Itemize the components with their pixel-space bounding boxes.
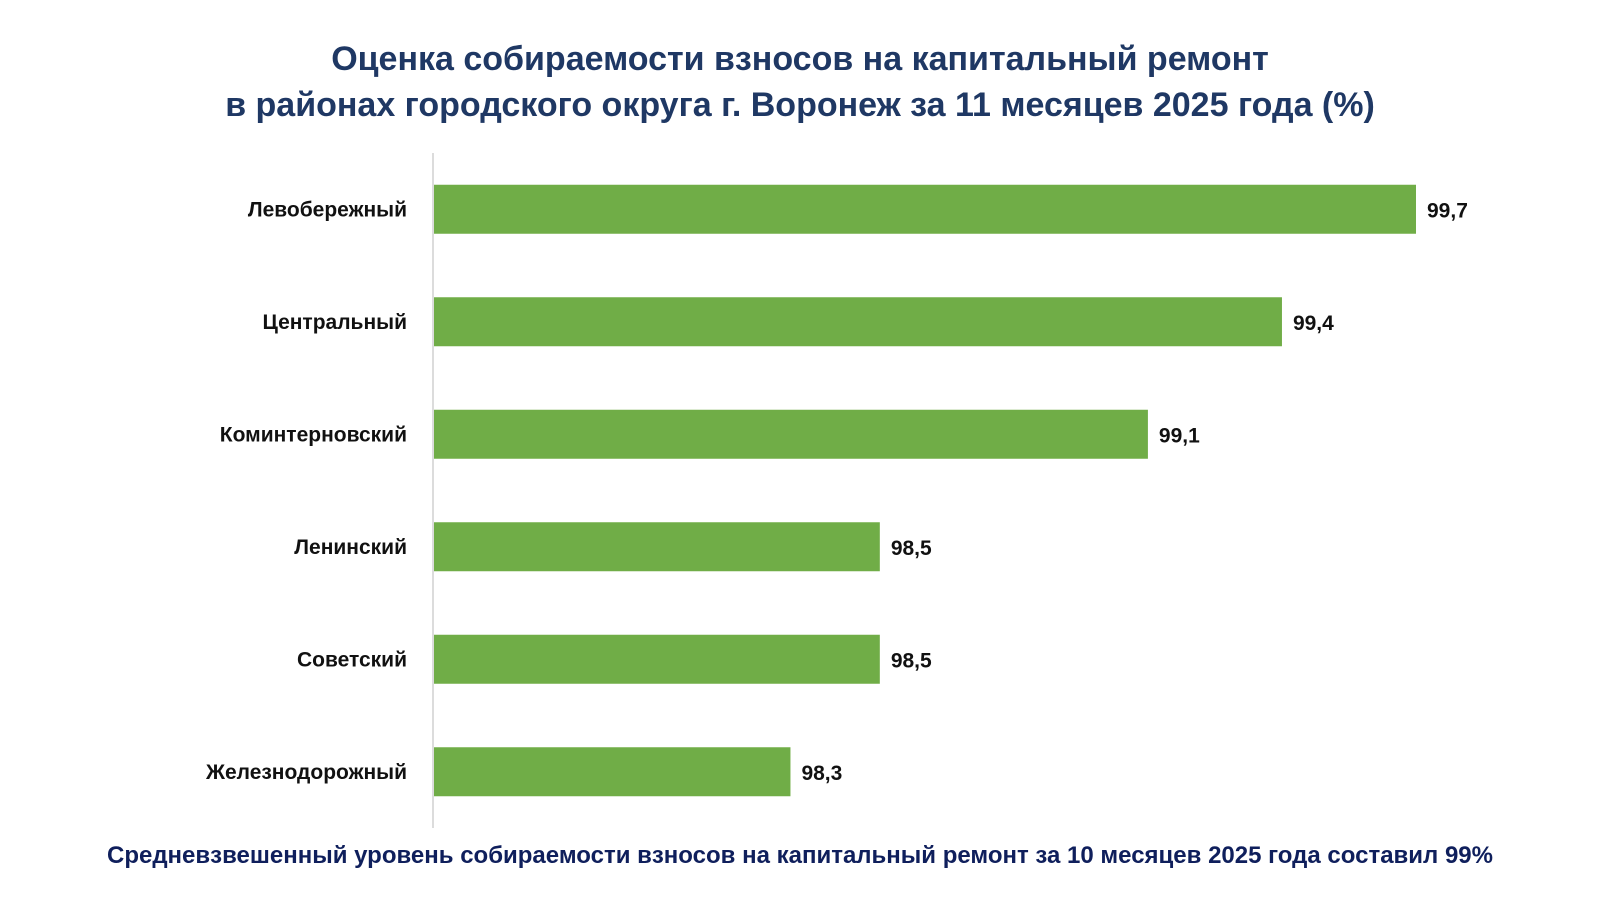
data-label: 99,4 (1293, 312, 1334, 335)
data-label: 98,5 (891, 649, 932, 672)
bar-2 (434, 409, 1148, 459)
data-label: 99,1 (1159, 424, 1200, 447)
chart-title: Оценка собираемости взносов на капитальн… (331, 40, 1269, 78)
bar-0 (434, 184, 1416, 234)
data-label: 99,7 (1427, 199, 1468, 222)
bar-3 (434, 522, 880, 572)
bar-5 (434, 747, 791, 797)
chart-footnote: Средневзвешенный уровень собираемости вз… (106, 842, 1493, 869)
bar-4 (434, 634, 880, 684)
category-label: Коминтерновский (220, 423, 407, 446)
data-label: 98,3 (801, 762, 842, 785)
data-label: 98,5 (891, 537, 932, 560)
category-label: Железнодорожный (205, 761, 407, 784)
category-label: Центральный (262, 311, 407, 334)
category-label: Советский (297, 648, 407, 671)
category-label: Левобережный (248, 198, 407, 221)
bar-1 (434, 297, 1282, 347)
chart-subtitle: в районах городского округа г. Воронеж з… (225, 86, 1375, 124)
category-label: Ленинский (294, 536, 407, 559)
